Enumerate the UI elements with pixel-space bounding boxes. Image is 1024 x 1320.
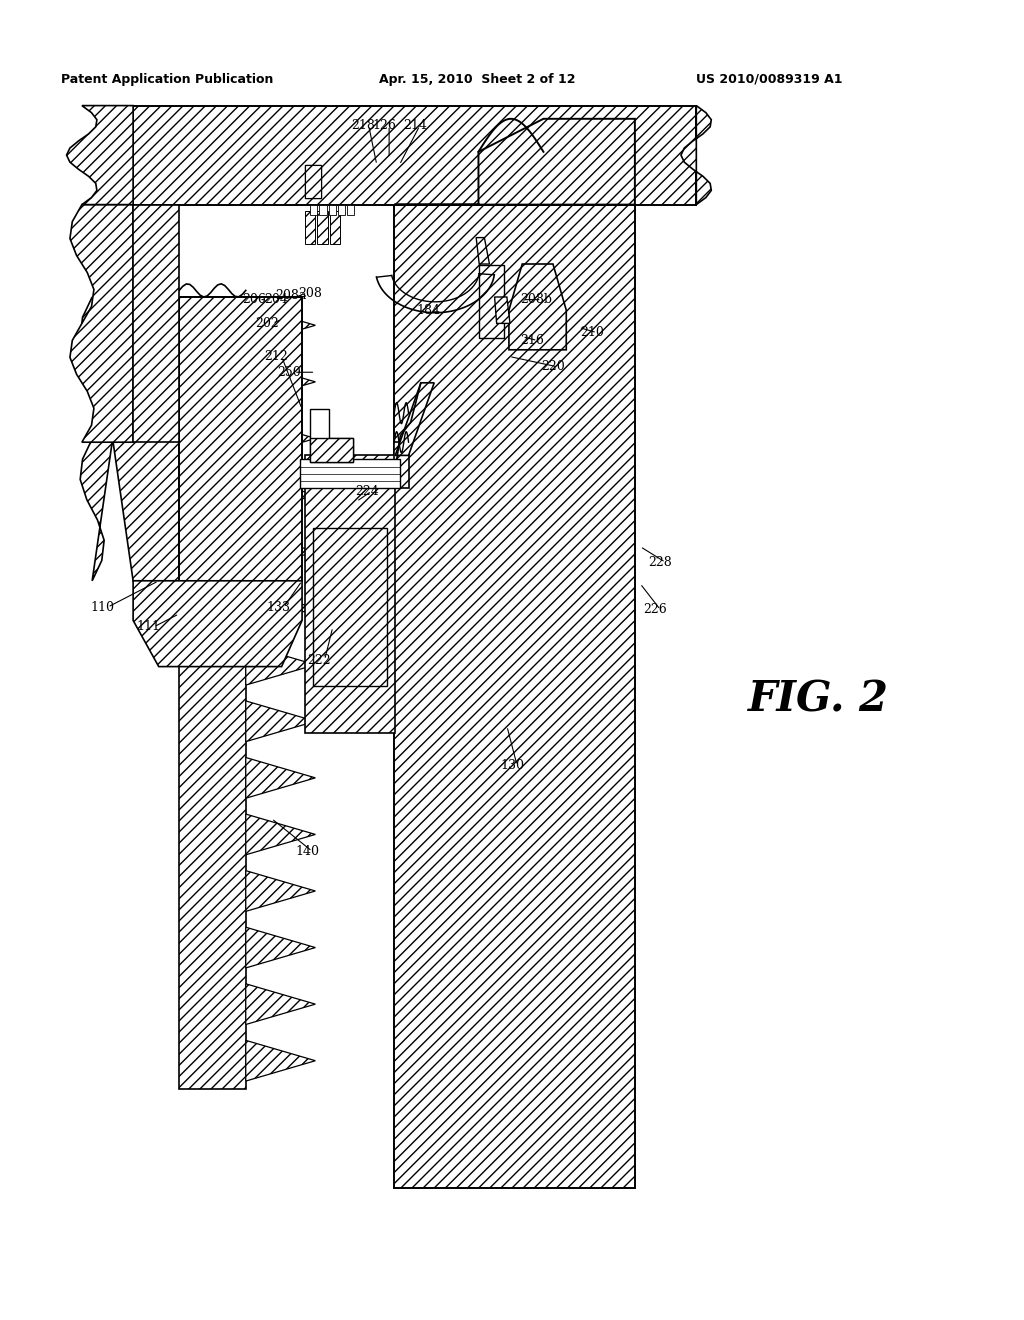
Text: 218: 218 — [351, 119, 376, 132]
Text: 212: 212 — [264, 350, 289, 363]
Bar — [133, 106, 696, 205]
Polygon shape — [246, 758, 315, 799]
Polygon shape — [70, 205, 133, 442]
Bar — [133, 205, 179, 442]
Text: 222: 222 — [307, 653, 332, 667]
Bar — [179, 297, 246, 1089]
Bar — [310, 205, 317, 215]
Bar — [394, 442, 409, 488]
Bar — [317, 211, 328, 244]
Text: 206: 206 — [242, 293, 266, 306]
Polygon shape — [246, 418, 315, 459]
Polygon shape — [80, 297, 179, 581]
Polygon shape — [246, 1040, 315, 1081]
Text: 216: 216 — [520, 334, 545, 347]
Polygon shape — [133, 581, 302, 667]
Bar — [179, 297, 302, 581]
Polygon shape — [246, 587, 315, 628]
Bar — [479, 265, 504, 338]
Text: 208: 208 — [298, 286, 323, 300]
Text: 210: 210 — [580, 326, 604, 339]
Bar — [305, 211, 315, 244]
Text: 226: 226 — [643, 603, 668, 616]
Text: 184: 184 — [416, 304, 440, 317]
Text: 208b: 208b — [520, 293, 553, 306]
Bar — [394, 205, 635, 1188]
Bar — [330, 211, 340, 244]
Text: Apr. 15, 2010  Sheet 2 of 12: Apr. 15, 2010 Sheet 2 of 12 — [379, 73, 575, 86]
Polygon shape — [395, 383, 434, 455]
Bar — [319, 205, 327, 215]
Text: 204: 204 — [264, 293, 289, 306]
Text: 130: 130 — [500, 759, 524, 772]
Polygon shape — [495, 297, 510, 323]
Bar — [310, 438, 353, 462]
Text: 126: 126 — [372, 119, 396, 132]
Polygon shape — [509, 264, 566, 350]
Polygon shape — [681, 106, 712, 205]
Text: 220: 220 — [541, 360, 565, 374]
Polygon shape — [310, 409, 353, 462]
Bar — [313, 528, 387, 686]
Bar — [305, 165, 321, 198]
Text: 110: 110 — [90, 601, 115, 614]
Polygon shape — [246, 871, 315, 911]
Bar — [305, 455, 395, 733]
Text: Patent Application Publication: Patent Application Publication — [61, 73, 273, 86]
Polygon shape — [476, 238, 489, 264]
Text: 202: 202 — [255, 317, 280, 330]
Polygon shape — [246, 701, 315, 742]
Polygon shape — [67, 106, 133, 205]
Bar — [329, 205, 336, 215]
Polygon shape — [246, 362, 315, 403]
Bar — [338, 205, 345, 215]
Text: 208a: 208a — [275, 289, 306, 302]
Polygon shape — [246, 927, 315, 968]
Text: US 2010/0089319 A1: US 2010/0089319 A1 — [696, 73, 843, 86]
Text: FIG. 2: FIG. 2 — [748, 678, 889, 721]
Bar — [300, 459, 400, 488]
Bar — [305, 165, 321, 198]
Text: 224: 224 — [354, 484, 379, 498]
Text: 111: 111 — [136, 620, 161, 634]
Polygon shape — [246, 531, 315, 572]
Polygon shape — [246, 814, 315, 855]
Polygon shape — [246, 644, 315, 685]
Text: 250: 250 — [276, 366, 301, 379]
Polygon shape — [246, 475, 315, 515]
Text: 133: 133 — [266, 601, 291, 614]
Polygon shape — [246, 305, 315, 346]
Text: 228: 228 — [648, 556, 673, 569]
Text: 140: 140 — [295, 845, 319, 858]
Text: 214: 214 — [402, 119, 427, 132]
Polygon shape — [246, 983, 315, 1024]
Bar — [347, 205, 354, 215]
Polygon shape — [394, 119, 635, 205]
